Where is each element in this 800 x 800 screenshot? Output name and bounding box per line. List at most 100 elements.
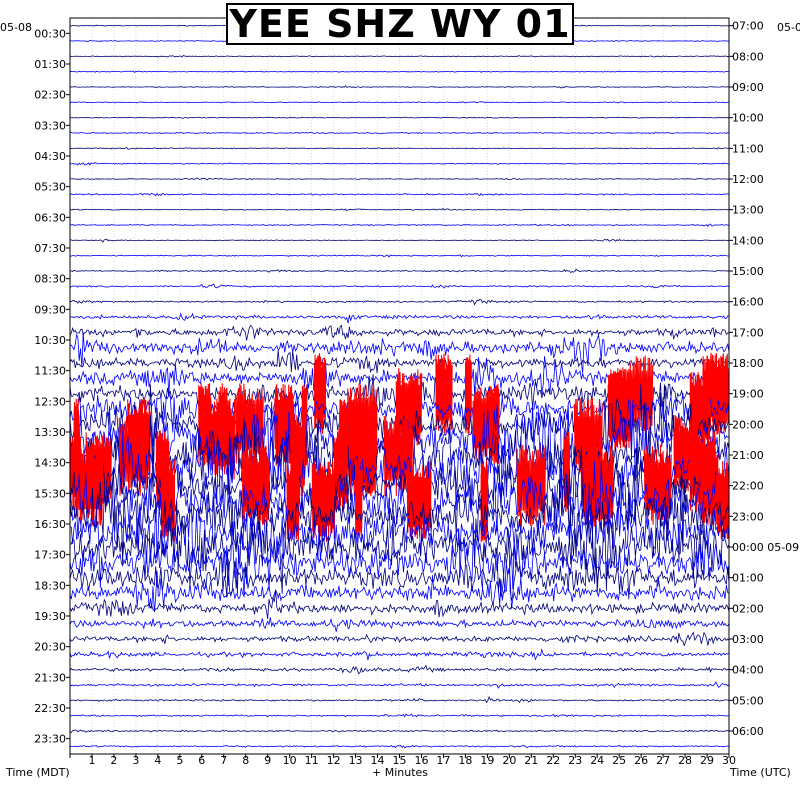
chart-title: YEE SHZ WY 01 (229, 2, 571, 46)
left-tick-label: 01:30 (34, 58, 66, 71)
right-tick-label: 19:00 (732, 388, 764, 401)
seismic-trace (69, 664, 730, 675)
x-tick-label: 11 (305, 754, 319, 767)
left-tick-label: 13:30 (34, 426, 66, 439)
seismic-trace (69, 192, 730, 197)
clipped-trace-segment (705, 352, 730, 435)
x-tick-label: 15 (393, 754, 407, 767)
x-axis: 1 2 3 4 5 6 7 8 9 10 11 12 13 14 15 16 17 18 19 20 21 22 23 24 2… (69, 754, 736, 767)
right-axis: 07:00 08:00 09:00 10:00 11:00 12:00 13:00 14:00… (729, 20, 799, 738)
seismic-trace (69, 536, 730, 601)
left-tick-label: 03:30 (34, 119, 66, 132)
clipped-trace-segment (333, 429, 348, 512)
x-tick-label: 10 (283, 754, 297, 767)
x-tick-label: 24 (590, 754, 604, 767)
left-tick-label: 08:30 (34, 273, 66, 286)
seismic-trace (69, 681, 730, 689)
right-tick-label: 23:00 (732, 510, 764, 523)
clipped-trace-segment (480, 460, 489, 543)
right-tick-label: 21:00 (732, 449, 764, 462)
trace-group (69, 23, 730, 749)
x-tick-label: 27 (656, 754, 670, 767)
x-tick-label: 20 (502, 754, 516, 767)
left-tick-label: 15:30 (34, 487, 66, 500)
x-tick-label: 18 (458, 754, 472, 767)
clipped-trace-segment (260, 445, 268, 527)
x-tick-label: 6 (198, 754, 205, 767)
clipped-trace-segment (364, 414, 373, 497)
x-tick-label: 5 (176, 754, 183, 767)
right-tick-label: 06:00 (732, 725, 764, 738)
left-tick-label: 07:30 (34, 242, 66, 255)
left-tick-label: 20:30 (34, 641, 66, 654)
right-tick-label: 18:00 (732, 357, 764, 370)
clipped-trace-segment (311, 460, 336, 543)
left-tick-label: 00:30 (34, 27, 66, 40)
left-tick-label: 17:30 (34, 549, 66, 562)
left-tick-label: 23:30 (34, 733, 66, 746)
x-tick-label: 2 (110, 754, 117, 767)
x-tick-label: 8 (242, 754, 249, 767)
seismic-trace (69, 521, 730, 598)
seismic-trace (69, 101, 730, 104)
right-tick-label: 07:00 (732, 20, 764, 33)
left-axis: 00:30 01:30 02:30 03:30 04:30 05:30 06:30 07:30… (34, 27, 70, 746)
left-tick-label: 14:30 (34, 457, 66, 470)
x-tick-label: 13 (349, 754, 363, 767)
x-tick-label: 1 (88, 754, 95, 767)
seismic-trace (69, 445, 730, 526)
seismic-trace (69, 85, 730, 89)
right-tick-label: 13:00 (732, 204, 764, 217)
x-tick-label: 29 (700, 754, 714, 767)
clipped-trace-segment (355, 460, 363, 543)
left-date-label: 05-08 (0, 21, 32, 34)
x-tick-label: 21 (524, 754, 538, 767)
x-axis-label: + Minutes (372, 766, 428, 779)
right-tick-label: 04:00 (732, 664, 764, 677)
x-tick-label: 4 (154, 754, 161, 767)
seismic-trace (69, 713, 730, 718)
left-tick-label: 18:30 (34, 579, 66, 592)
seismic-trace (69, 238, 730, 243)
right-tick-label: 22:00 (732, 480, 764, 493)
right-tick-label: 20:00 (732, 418, 764, 431)
seismic-trace (69, 589, 730, 619)
x-tick-label: 3 (132, 754, 139, 767)
right-tick-label: 03:00 (732, 633, 764, 646)
seismic-trace (69, 631, 730, 647)
seismic-trace (69, 648, 730, 661)
left-tick-label: 09:30 (34, 303, 66, 316)
right-tick-label: 02:00 (732, 602, 764, 615)
right-tick-label: 08:00 (732, 50, 764, 63)
left-tick-label: 10:30 (34, 334, 66, 347)
clipped-trace-segment (274, 383, 294, 466)
left-tick-label: 19:30 (34, 610, 66, 623)
right-tick-label: 15:00 (732, 265, 764, 278)
seismic-trace (70, 55, 730, 58)
seismic-trace (69, 223, 730, 228)
clipped-trace-segment (198, 383, 212, 466)
x-tick-label: 9 (264, 754, 271, 767)
seismic-trace (69, 298, 730, 306)
x-tick-label: 17 (436, 754, 450, 767)
seismic-trace (69, 450, 730, 568)
clipped-trace-segment (286, 459, 300, 542)
seismic-trace (69, 268, 730, 274)
seismic-trace (69, 568, 730, 612)
right-tick-label: 00:00 05-09 (732, 541, 799, 554)
seismic-trace (69, 283, 730, 289)
seismic-trace (69, 349, 730, 374)
clipped-trace-segment (464, 354, 472, 435)
seismic-trace (69, 729, 730, 733)
seismic-trace (69, 332, 730, 373)
left-tick-label: 04:30 (34, 150, 66, 163)
right-tick-label: 01:00 (732, 572, 764, 585)
left-tick-label: 02:30 (34, 89, 66, 102)
clipped-trace-segment (563, 429, 570, 512)
right-tick-label: 16:00 (732, 296, 764, 309)
seismic-trace (69, 254, 730, 258)
seismic-trace (69, 324, 729, 341)
seismic-trace (69, 177, 730, 181)
